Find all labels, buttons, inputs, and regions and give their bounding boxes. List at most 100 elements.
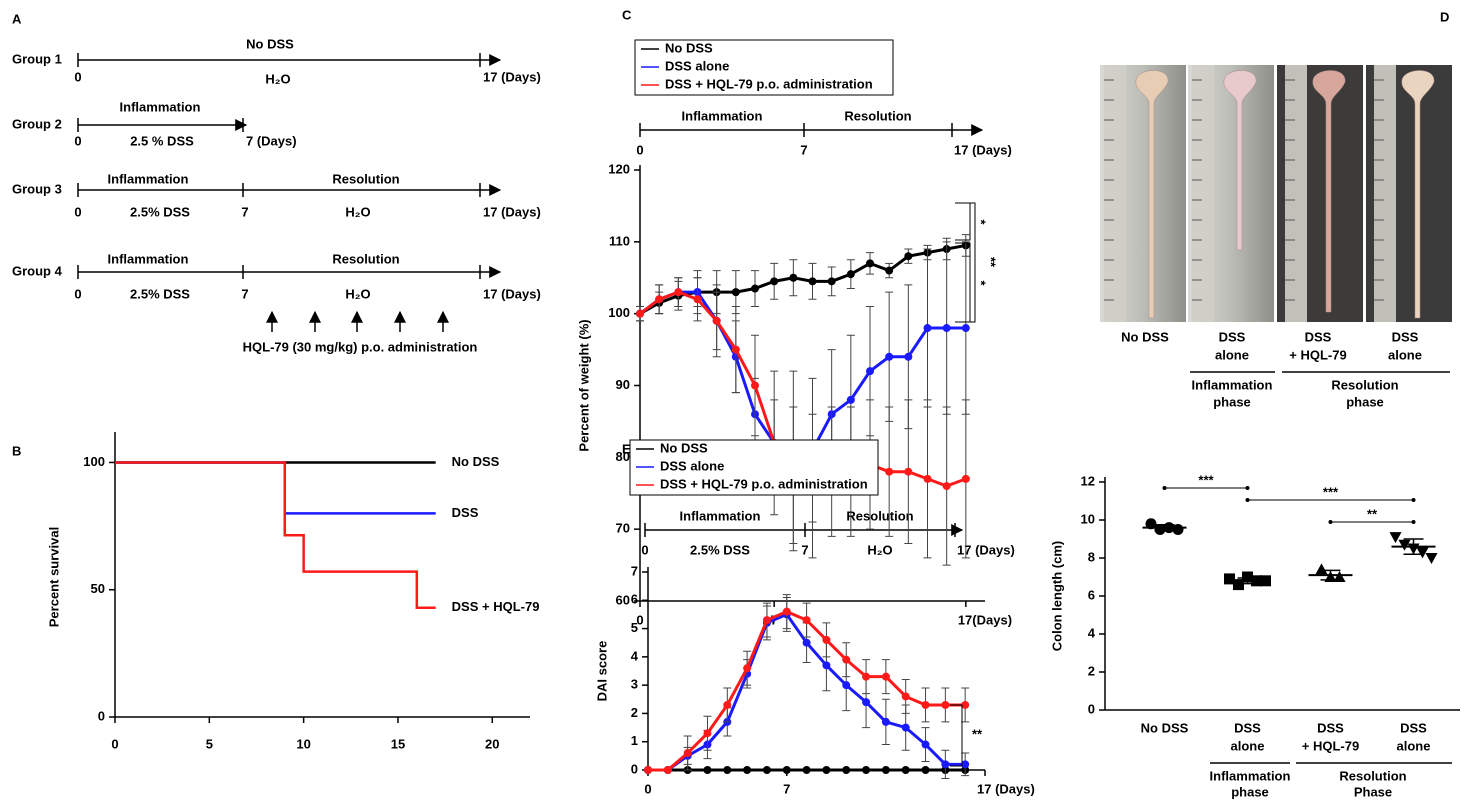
data-point [693, 295, 702, 304]
ruler [1192, 65, 1214, 322]
phase-label: Inflammation [108, 251, 189, 266]
data-point [1389, 532, 1402, 544]
photo-label: DSS [1392, 329, 1419, 344]
y-tick-label: 120 [608, 161, 630, 176]
data-point [802, 616, 811, 625]
ruler [1374, 65, 1396, 322]
group-label: Group 3 [12, 181, 62, 196]
survival-line [115, 461, 436, 515]
colon [1401, 70, 1435, 319]
data-point [942, 324, 951, 333]
treatment-label: 2.5% DSS [690, 542, 750, 557]
data-point [842, 766, 851, 774]
x-tick-label: DSS [1400, 720, 1427, 735]
data-point [842, 655, 851, 664]
data-point [1315, 563, 1328, 575]
significance-label: *** [1323, 484, 1339, 499]
data-point [885, 266, 894, 275]
panel-label: B [12, 443, 21, 458]
phase-label: Inflammation [108, 171, 189, 186]
significance-label: * [974, 280, 989, 286]
significance-label: ** [1367, 506, 1378, 521]
treatment-label: 2.5% DSS [130, 204, 190, 219]
data-point [961, 760, 970, 769]
y-tick-label: 0 [1088, 701, 1095, 716]
colon [1135, 70, 1169, 319]
ruler [1285, 65, 1307, 322]
timeline-tick-label: 7 (Days) [246, 133, 297, 148]
group-label: Resolution [1339, 768, 1406, 783]
data-point [901, 692, 910, 701]
x-tick-label: 5 [206, 736, 213, 751]
significance-end [1411, 520, 1416, 524]
data-point [881, 717, 890, 726]
data-point [885, 467, 894, 476]
significance-bracket [955, 242, 971, 323]
group-label: Group 4 [12, 263, 63, 278]
treatment-label: 2.5 % DSS [130, 133, 194, 148]
data-point [1398, 539, 1411, 551]
panel-label: E [622, 441, 631, 456]
data-point [723, 700, 732, 709]
y-tick-label: 0 [98, 708, 105, 723]
data-point [751, 284, 759, 293]
y-tick-label: 1 [631, 733, 638, 748]
legend-label: No DSS [665, 40, 713, 55]
significance-label: ** [972, 726, 983, 741]
panel-label: D [1440, 9, 1449, 24]
data-point [822, 661, 831, 670]
data-point [822, 635, 831, 644]
panel-label: A [12, 11, 22, 26]
data-point [866, 259, 874, 268]
treatment-label: H₂O [265, 71, 290, 86]
significance-end [1328, 520, 1333, 524]
y-tick-label: 60 [616, 592, 630, 607]
x-tick-label: 20 [485, 736, 499, 751]
legend-label: DSS + HQL-79 p.o. administration [665, 76, 873, 91]
legend-label: DSS + HQL-79 p.o. administration [660, 476, 868, 491]
group-label: Group 1 [12, 51, 62, 66]
data-point [782, 766, 791, 774]
y-tick-label: 50 [91, 581, 105, 596]
legend-label: DSS alone [665, 58, 729, 73]
x-tick-label: 7 [783, 781, 790, 796]
y-tick-label: 0 [631, 761, 638, 776]
significance-end [1411, 498, 1416, 502]
data-point [762, 766, 771, 774]
photo-label: DSS [1305, 329, 1332, 344]
data-point [827, 277, 836, 286]
data-point [703, 766, 712, 774]
y-tick-label: 6 [631, 592, 638, 607]
data-point [901, 723, 910, 732]
photo-label: No DSS [1121, 329, 1169, 344]
phase-label: Resolution [844, 108, 911, 123]
sd-bar [1237, 577, 1258, 585]
legend-label: No DSS [660, 440, 708, 455]
data-point [712, 316, 721, 325]
timeline-tick-label: 7 [241, 204, 248, 219]
data-point [808, 277, 817, 286]
colon [1312, 70, 1346, 313]
data-point [782, 607, 791, 616]
series-label: DSS + HQL-79 [452, 599, 540, 614]
survival-line [115, 461, 436, 610]
data-point [822, 766, 831, 774]
data-point [921, 740, 930, 749]
data-point [921, 700, 930, 709]
group-label: Inflammation [1210, 768, 1291, 783]
data-point [923, 474, 932, 483]
timeline-tick-label: 17 (Days) [954, 142, 1012, 157]
panel-label: C [622, 7, 632, 22]
data-point [789, 273, 798, 282]
data-point [961, 324, 970, 333]
data-point [942, 482, 951, 491]
significance-bracket [955, 202, 976, 323]
data-point [703, 729, 712, 738]
x-tick-label: 17(Days) [958, 612, 1012, 627]
timeline-tick-label: 0 [74, 133, 81, 148]
significance-label: ** [984, 257, 999, 268]
significance-bracket [950, 704, 963, 767]
treatment-label: H₂O [345, 204, 370, 219]
timeline-tick-label: 0 [74, 69, 81, 84]
y-tick-label: 110 [609, 233, 630, 248]
